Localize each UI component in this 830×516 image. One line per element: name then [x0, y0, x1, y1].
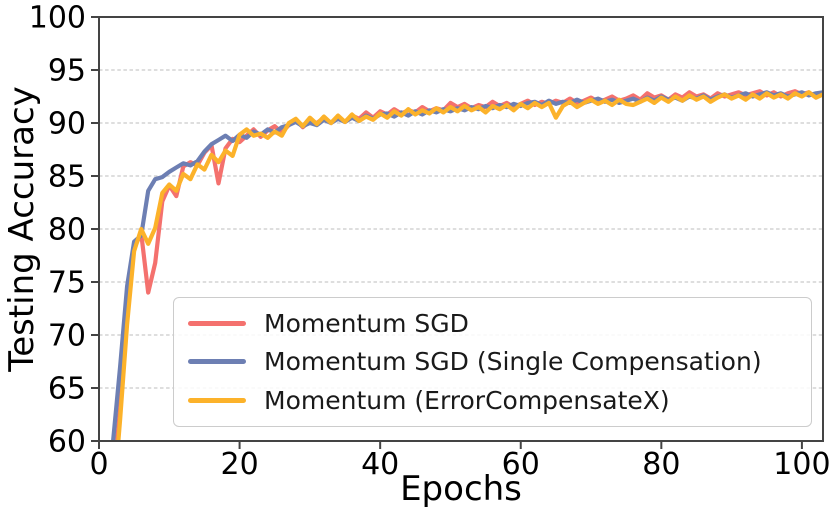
legend-label: Momentum SGD [264, 308, 469, 338]
x-tick-label-80: 80 [642, 447, 680, 482]
y-tick-label-95: 95 [48, 54, 86, 89]
y-tick-label-85: 85 [48, 160, 86, 195]
legend-swatch-blue-line [188, 359, 246, 365]
x-tick-label-0: 0 [89, 447, 108, 482]
legend-swatch-orange-line [188, 398, 246, 404]
legend-swatch-red-line [188, 320, 246, 326]
x-tick-label-20: 20 [220, 447, 258, 482]
legend-entry-momentum-sgd-single-compensation: Momentum SGD (Single Compensation) [188, 343, 811, 381]
x-axis-label: Epochs [400, 469, 522, 509]
x-tick-label-100: 100 [773, 447, 830, 482]
y-tick-label-75: 75 [48, 266, 86, 301]
x-tick-label-40: 40 [361, 447, 399, 482]
y-tick-label-65: 65 [48, 372, 86, 407]
y-tick-label-70: 70 [48, 319, 86, 354]
legend: Momentum SGD Momentum SGD (Single Compen… [173, 297, 812, 427]
series-line-2 [116, 90, 823, 441]
legend-label: Momentum SGD (Single Compensation) [264, 347, 762, 377]
x-tick-label-60: 60 [502, 447, 540, 482]
y-tick-label-100: 100 [29, 1, 86, 36]
y-tick-label-90: 90 [48, 107, 86, 142]
y-axis-label: Testing Accuracy [2, 86, 42, 372]
legend-label: Momentum (ErrorCompensateX) [264, 386, 670, 416]
legend-entry-momentum-sgd: Momentum SGD [188, 304, 811, 342]
y-tick-label-60: 60 [48, 425, 86, 460]
y-tick-label-80: 80 [48, 213, 86, 248]
legend-entry-momentum-errorcompensatex: Momentum (ErrorCompensateX) [188, 382, 811, 420]
